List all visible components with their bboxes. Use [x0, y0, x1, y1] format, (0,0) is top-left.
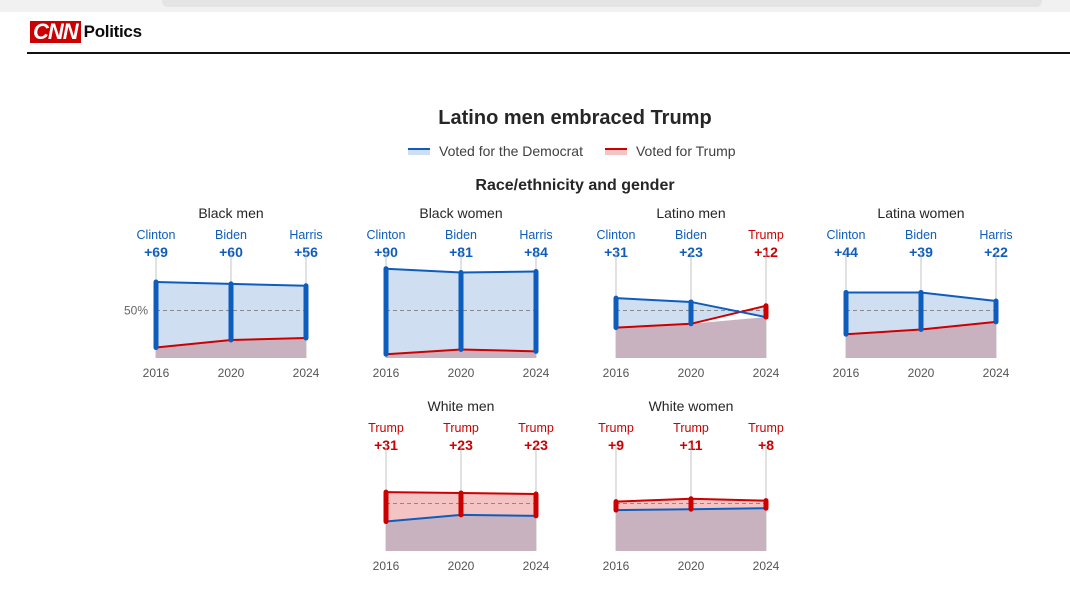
candidate-label: Trump	[673, 421, 709, 435]
site-header: CNN Politics	[27, 12, 1070, 54]
legend-swatch-dem	[408, 147, 430, 155]
x-tick-label: 2020	[908, 366, 935, 380]
legend-item-dem: Voted for the Democrat	[408, 143, 583, 159]
x-tick-label: 2024	[983, 366, 1010, 380]
x-tick-label: 2020	[448, 366, 475, 380]
x-tick-label: 2016	[603, 366, 630, 380]
x-tick-label: 2016	[373, 366, 400, 380]
base-area	[386, 514, 536, 551]
x-tick-label: 2020	[218, 366, 245, 380]
x-tick-label: 2024	[753, 559, 780, 573]
x-tick-label: 2024	[293, 366, 320, 380]
candidate-label: Trump	[598, 421, 634, 435]
chart-subtitle: Race/ethnicity and gender	[475, 177, 675, 194]
candidate-label: Biden	[905, 228, 937, 242]
base-area	[846, 321, 996, 358]
candidate-label: Clinton	[597, 228, 636, 242]
base-area	[156, 338, 306, 358]
section-name: Politics	[83, 22, 142, 41]
candidate-label: Trump	[748, 228, 784, 242]
candidate-label: Clinton	[137, 228, 176, 242]
panel-title: Latino men	[656, 205, 725, 221]
x-tick-label: 2024	[523, 559, 550, 573]
candidate-label: Trump	[748, 421, 784, 435]
panel-black-women: Black womenClinton+90Biden+81Harris+8420…	[367, 205, 553, 380]
x-tick-label: 2016	[373, 559, 400, 573]
address-bar[interactable]	[162, 0, 1042, 7]
x-tick-label: 2016	[603, 559, 630, 573]
candidate-label: Clinton	[827, 228, 866, 242]
candidate-label: Trump	[518, 421, 554, 435]
cnn-logo-icon: CNN	[30, 21, 81, 43]
legend-swatch-rep	[604, 147, 627, 155]
chart-title: Latino men embraced Trump	[438, 107, 712, 129]
legend-label-dem: Voted for the Democrat	[439, 143, 583, 159]
x-tick-label: 2024	[523, 366, 550, 380]
legend-item-rep: Voted for Trump	[604, 143, 736, 159]
legend: Voted for the Democrat Voted for Trump	[408, 143, 758, 159]
candidate-label: Biden	[675, 228, 707, 242]
candidate-label: Harris	[979, 228, 1012, 242]
panel-title: Latina women	[877, 205, 964, 221]
candidate-label: Clinton	[367, 228, 406, 242]
x-tick-label: 2024	[753, 366, 780, 380]
panel-latina-women: Latina womenClinton+44Biden+39Harris+222…	[827, 205, 1013, 380]
panel-title: Black women	[419, 205, 502, 221]
panel-title: White men	[428, 398, 495, 414]
base-area	[386, 349, 536, 358]
legend-label-rep: Voted for Trump	[635, 143, 736, 159]
browser-chrome	[0, 0, 1070, 12]
panel-latino-men: Latino menClinton+31Biden+23Trump+122016…	[597, 205, 784, 380]
x-tick-label: 2020	[448, 559, 475, 573]
candidate-label: Trump	[443, 421, 479, 435]
panel-title: Black men	[198, 205, 263, 221]
candidate-label: Biden	[215, 228, 247, 242]
base-area	[616, 508, 766, 551]
candidate-label: Harris	[289, 228, 322, 242]
base-area	[616, 317, 766, 358]
candidate-label: Biden	[445, 228, 477, 242]
candidate-label: Trump	[368, 421, 404, 435]
reference-label: 50%	[124, 304, 148, 318]
x-tick-label: 2020	[678, 559, 705, 573]
x-tick-label: 2016	[833, 366, 860, 380]
panel-black-men: Black menClinton+69Biden+60Harris+5650%2…	[124, 205, 323, 380]
candidate-label: Harris	[519, 228, 552, 242]
x-tick-label: 2020	[678, 366, 705, 380]
panel-title: White women	[649, 398, 734, 414]
cnn-politics-logo[interactable]: CNN Politics	[30, 21, 142, 43]
x-tick-label: 2016	[143, 366, 170, 380]
